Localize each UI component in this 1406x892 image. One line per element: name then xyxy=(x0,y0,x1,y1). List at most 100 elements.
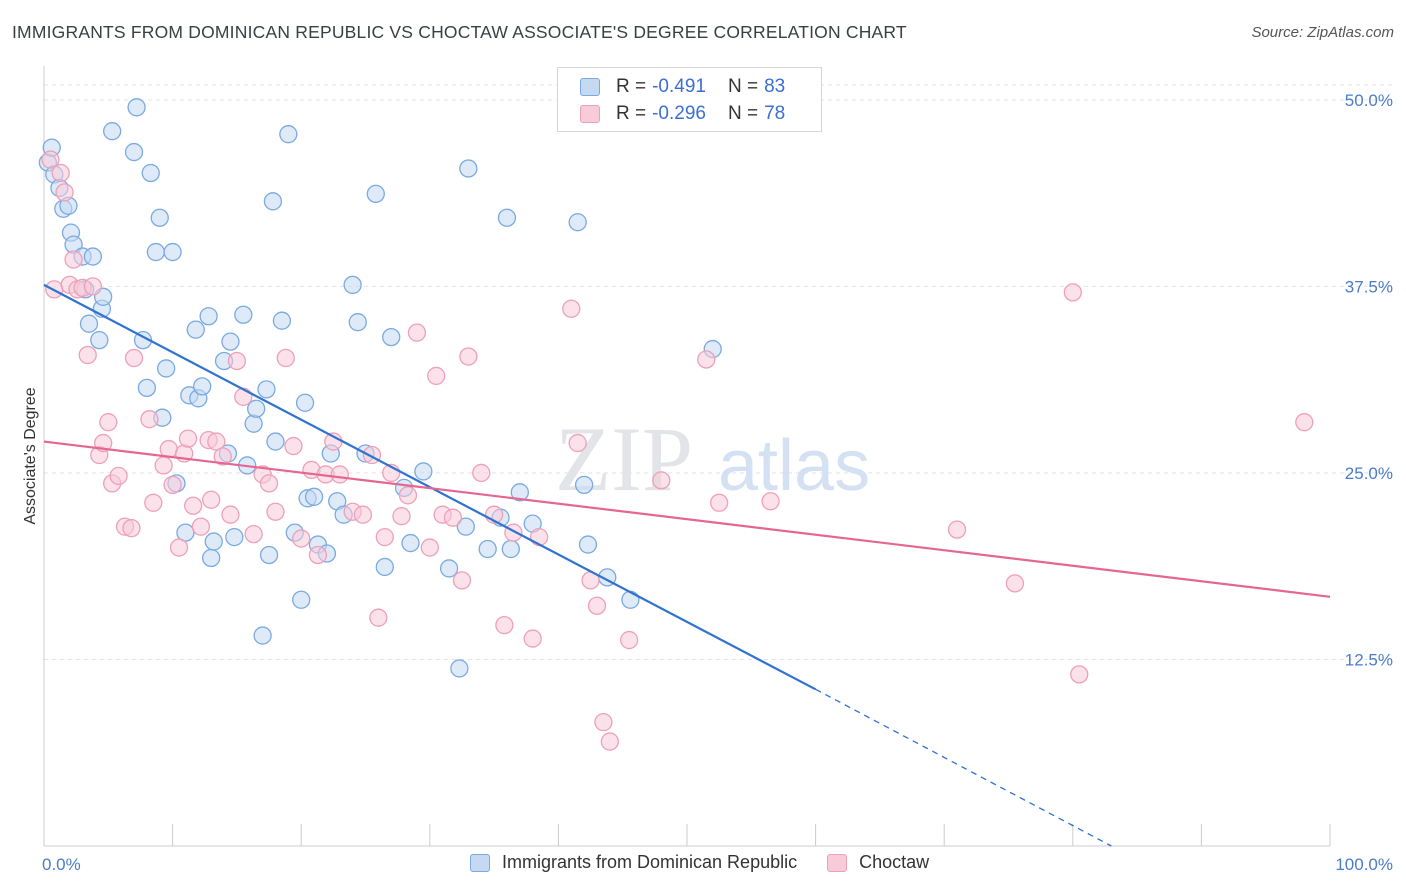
source-label: Source: ZipAtlas.com xyxy=(1251,24,1394,41)
point-choctaw xyxy=(163,475,182,495)
legend-n-label: N = xyxy=(727,76,759,97)
point-dominican xyxy=(279,125,298,144)
series-legend-item-choctaw: Choctaw xyxy=(827,852,929,873)
point-dominican xyxy=(83,247,103,266)
chart-title: IMMIGRANTS FROM DOMINICAN REPUBLIC VS CH… xyxy=(12,22,907,42)
point-dominican xyxy=(266,432,285,451)
point-choctaw xyxy=(398,486,418,505)
point-choctaw xyxy=(523,629,542,648)
tick-labels: 12.5% 25.0% 37.5% 50.0% 0.0% 100.0% xyxy=(42,91,1393,874)
point-choctaw xyxy=(244,524,263,544)
point-dominican xyxy=(157,359,176,378)
point-choctaw xyxy=(221,505,240,524)
legend-swatch-blue xyxy=(580,78,600,96)
point-dominican xyxy=(247,399,266,418)
point-dominican xyxy=(510,483,529,502)
gridlines xyxy=(44,84,1392,660)
point-dominican xyxy=(186,320,205,339)
point-dominican xyxy=(141,163,160,183)
point-choctaw xyxy=(109,466,128,486)
legend-row-choctaw: R = -0.296 N = 78 xyxy=(580,101,785,127)
legend-r-value: -0.491 xyxy=(652,76,706,97)
point-choctaw xyxy=(144,493,163,512)
point-choctaw xyxy=(227,351,247,371)
point-choctaw xyxy=(124,348,144,368)
point-choctaw xyxy=(266,502,285,521)
point-dominican xyxy=(272,311,292,330)
legend-swatch-pink xyxy=(580,105,600,123)
series-legend-label: Choctaw xyxy=(859,852,930,872)
point-choctaw xyxy=(1005,574,1025,593)
point-dominican xyxy=(234,305,253,324)
point-dominican xyxy=(366,184,385,204)
point-choctaw xyxy=(495,615,514,635)
point-choctaw xyxy=(710,493,729,512)
point-choctaw xyxy=(308,545,328,565)
point-dominican xyxy=(257,380,276,399)
point-dominican xyxy=(150,208,169,227)
point-choctaw xyxy=(619,630,639,650)
point-choctaw xyxy=(55,183,74,202)
point-choctaw xyxy=(191,517,211,536)
point-choctaw xyxy=(353,505,373,524)
y-tick-label: 12.5% xyxy=(1345,650,1393,669)
point-dominican xyxy=(193,377,212,396)
point-choctaw xyxy=(41,150,60,169)
point-choctaw xyxy=(594,712,613,732)
point-dominican xyxy=(124,142,144,162)
point-dominican xyxy=(244,414,263,433)
point-choctaw xyxy=(407,323,427,342)
legend-r-label: R = xyxy=(616,76,647,97)
point-dominican xyxy=(414,462,433,481)
point-dominican xyxy=(259,545,279,565)
point-dominican xyxy=(163,242,182,262)
point-dominican xyxy=(103,122,122,141)
point-dominican xyxy=(401,533,420,553)
point-dominican xyxy=(568,213,587,232)
point-dominican xyxy=(621,590,640,609)
y-axis-label: Associate's Degree xyxy=(22,387,39,524)
point-choctaw xyxy=(276,348,295,368)
point-choctaw xyxy=(169,538,189,557)
point-choctaw xyxy=(947,520,967,539)
legend-n-value: 78 xyxy=(764,103,786,124)
point-dominican xyxy=(348,313,367,332)
point-choctaw xyxy=(184,496,203,515)
point-choctaw xyxy=(99,413,118,432)
point-dominican xyxy=(497,208,517,227)
legend-r-value: -0.296 xyxy=(652,103,706,124)
point-choctaw xyxy=(472,463,491,483)
y-tick-label: 50.0% xyxy=(1345,91,1393,110)
point-choctaw xyxy=(83,277,103,296)
point-dominican xyxy=(501,539,520,559)
point-choctaw xyxy=(1070,665,1089,684)
point-choctaw xyxy=(330,465,349,484)
point-choctaw xyxy=(697,350,716,369)
point-choctaw xyxy=(562,299,581,318)
legend-r-label: R = xyxy=(616,103,647,124)
point-choctaw xyxy=(1063,283,1082,302)
series-swatch-pink xyxy=(827,853,848,872)
point-choctaw xyxy=(213,447,232,466)
point-dominican xyxy=(90,330,109,350)
point-choctaw xyxy=(64,250,83,269)
point-choctaw xyxy=(154,456,173,475)
point-choctaw xyxy=(529,527,549,547)
point-dominican xyxy=(459,159,478,178)
point-dominican xyxy=(450,659,469,678)
point-choctaw xyxy=(140,410,159,429)
point-choctaw xyxy=(292,529,311,548)
point-dominican xyxy=(204,532,223,551)
point-dominican xyxy=(127,98,146,117)
point-dominican xyxy=(79,314,99,333)
point-choctaw xyxy=(1295,413,1314,432)
point-choctaw xyxy=(761,492,780,511)
point-dominican xyxy=(456,517,475,536)
point-dominican xyxy=(221,332,240,351)
series-legend: Immigrants from Dominican Republic Choct… xyxy=(470,852,959,873)
point-choctaw xyxy=(259,474,279,493)
point-dominican xyxy=(263,192,283,211)
point-choctaw xyxy=(369,608,388,627)
point-choctaw xyxy=(600,732,619,751)
axes xyxy=(43,66,1331,847)
